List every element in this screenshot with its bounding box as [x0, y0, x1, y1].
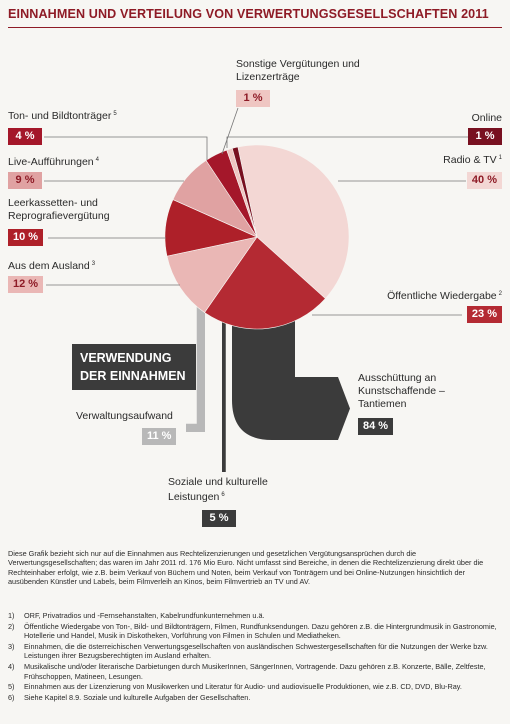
footnote-text: Siehe Kapitel 8.9. Soziale und kulturell… [24, 693, 251, 703]
category-text: Online [471, 112, 502, 124]
category-label: Öffentliche Wiedergabe 2 [342, 288, 502, 303]
pie-slice [237, 144, 350, 299]
usage-flow [232, 300, 350, 440]
footnote-ref: 2 [498, 291, 502, 297]
footnote-text: Einnahmen, die die österreichischen Verw… [24, 642, 488, 661]
footnote: 2) Öffentliche Wiedergabe von Ton-, Bild-… [8, 622, 502, 641]
category-text: Sonstige Vergütungen und Lizenzerträge [236, 58, 360, 83]
value-label: 12 % [8, 276, 44, 293]
value-label: 1 % [236, 90, 270, 107]
usage-label: Soziale und kulturelle Leistungen 6 [168, 476, 288, 504]
title-rule [8, 27, 502, 28]
footnote-text: Öffentliche Wiedergabe von Ton-, Bild- u… [24, 621, 497, 641]
usage-value-label: 84 % [358, 418, 394, 435]
footnote-number: 5) [8, 682, 15, 692]
category-label: Aus dem Ausland 3 [8, 258, 168, 273]
footnote: 5) Einnahmen aus der Lizenzierung von Mus… [8, 682, 502, 691]
value-label: 9 % [8, 172, 42, 189]
footnote-number: 2) [8, 621, 15, 631]
note-text: Diese Grafik bezieht sich nur auf die Ei… [8, 549, 484, 586]
category-label: Ton- und Bildtonträger 5 [8, 108, 168, 123]
usage-text: Ausschüttung an Kunstschaffende – Tantie… [358, 372, 445, 410]
usage-text: Verwaltungsaufwand [76, 410, 173, 422]
footnote-number: 1) [8, 611, 15, 620]
usage-flow [222, 300, 226, 472]
value-label: 10 % [8, 229, 44, 246]
category-text: Live-Aufführungen [8, 156, 94, 168]
usage-value-label: 11 % [142, 428, 177, 445]
footnote-ref: 5 [113, 111, 117, 117]
pie-slice [231, 146, 258, 238]
footnote-ref: 1 [498, 155, 502, 161]
leader-line [226, 136, 470, 148]
footnote: 6) Siehe Kapitel 8.9. Soziale und kulture… [8, 693, 502, 702]
category-text: Aus dem Ausland [8, 260, 90, 272]
category-label: Online [342, 112, 502, 125]
footnote-ref: 4 [95, 157, 99, 163]
value-label: 40 % [466, 172, 502, 189]
footnote: 1) ORF, Privatradios und -Fernsehanstalte… [8, 611, 502, 620]
footnote-ref: 3 [91, 261, 96, 267]
footnote: 4) Musikalische und/oder literarische Dar… [8, 662, 502, 681]
usage-label: Ausschüttung an Kunstschaffende – Tantie… [358, 372, 468, 411]
pie-slice [204, 236, 326, 330]
chart-title: EINNAHMEN UND VERTEILUNG VON VERWERTUNGS… [8, 7, 489, 21]
footnote-text: Einnahmen aus der Lizenzierung von Musik… [24, 682, 462, 692]
category-label: Sonstige Vergütungen und Lizenzerträge [236, 58, 386, 84]
footnote-number: 6) [8, 693, 15, 703]
usage-text: Soziale und kulturelle Leistungen [168, 476, 268, 503]
footnotes: 1) ORF, Privatradios und -Fernsehanstalte… [8, 611, 502, 704]
leader-line [44, 136, 208, 160]
category-label: Live-Aufführungen 4 [8, 154, 168, 169]
category-text: Leerkassetten- und Reprografievergütung [8, 197, 110, 222]
footnote-text: Musikalische und/oder literarische Darbi… [24, 662, 486, 681]
usage-title: VERWENDUNG DER EINNAHMEN [72, 344, 196, 390]
category-text: Radio & TV [443, 154, 497, 166]
value-label: 1 % [468, 128, 502, 145]
category-label: Leerkassetten- und Reprografievergütung [8, 197, 133, 223]
usage-flow [186, 300, 205, 432]
footnote-ref: 6 [221, 492, 225, 498]
category-text: Ton- und Bildtonträger [8, 110, 112, 122]
leader-line [221, 107, 239, 155]
pie-slice [166, 236, 258, 313]
footnote-number: 3) [8, 642, 15, 652]
category-label: Radio & TV 1 [342, 152, 502, 167]
value-label: 4 % [8, 128, 42, 145]
value-label: 23 % [466, 306, 502, 323]
usage-label: Verwaltungsaufwand [76, 410, 216, 423]
category-text: Öffentliche Wiedergabe [387, 290, 497, 302]
footnote: 3) Einnahmen, die die österreichischen Ve… [8, 642, 502, 661]
footnote-text: ORF, Privatradios und -Fernsehanstalten,… [24, 611, 265, 620]
usage-value-label: 5 % [202, 510, 236, 527]
footnote-number: 4) [8, 662, 15, 672]
